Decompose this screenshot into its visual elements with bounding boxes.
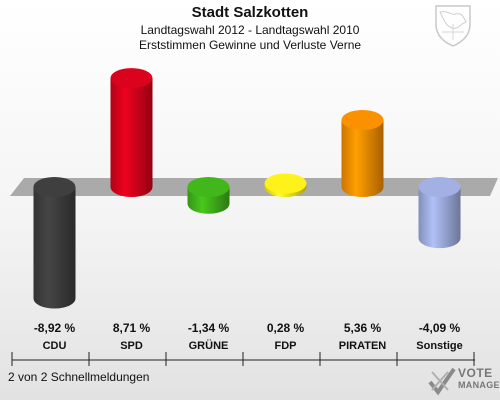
logo-line1: VOTE xyxy=(458,366,493,380)
checkmark-icon xyxy=(428,367,456,396)
bar-spd xyxy=(110,78,153,197)
value-label: 0,28 % xyxy=(267,321,305,335)
chart-subtitle: Landtagswahl 2012 - Landtagswahl 2010 xyxy=(140,23,360,37)
category-label: FDP xyxy=(275,340,297,352)
value-label: 8,71 % xyxy=(113,321,151,335)
category-label: PIRATEN xyxy=(339,340,387,352)
coat-of-arms-icon xyxy=(435,5,471,47)
votemanager-logo: VOTE MANAGER xyxy=(428,366,500,398)
bar-cap-spd xyxy=(110,68,153,89)
value-label: -8,92 % xyxy=(34,321,76,335)
bar-cap-sonstige xyxy=(418,177,461,197)
bar-cap-fdp xyxy=(264,173,307,194)
category-label: Sonstige xyxy=(416,340,462,352)
category-label: GRÜNE xyxy=(189,339,229,352)
logo-line2: MANAGER xyxy=(458,380,500,390)
chart-title: Stadt Salzkotten xyxy=(191,4,309,21)
footer-text: 2 von 2 Schnellmeldungen xyxy=(8,370,150,384)
bar-cdu xyxy=(33,187,76,309)
category-label: SPD xyxy=(120,340,143,352)
bar-piraten xyxy=(341,120,384,197)
value-label: -4,09 % xyxy=(419,321,461,335)
bar-cap-cdu xyxy=(33,177,76,197)
value-label: 5,36 % xyxy=(344,321,382,335)
bar-sonstige xyxy=(418,187,461,249)
bar-cap-grüne xyxy=(187,177,230,197)
value-label: -1,34 % xyxy=(188,321,230,335)
category-label: CDU xyxy=(43,340,67,352)
chart-subtitle-2: Erststimmen Gewinne und Verluste Verne xyxy=(138,38,362,52)
bar-cap-piraten xyxy=(341,110,384,130)
